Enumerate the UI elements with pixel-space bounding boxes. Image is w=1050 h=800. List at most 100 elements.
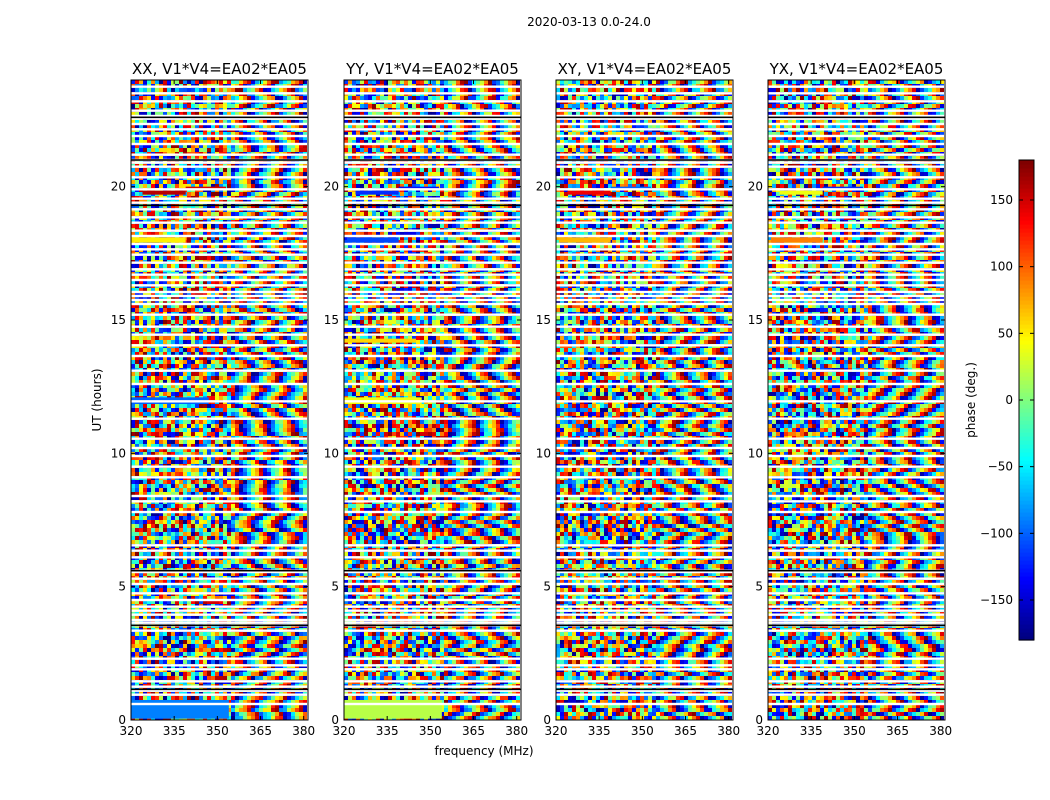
flagged-row: [768, 92, 945, 95]
colorbar-swatch: [1019, 276, 1034, 281]
flagged-row: [768, 128, 945, 131]
flagged-row: [768, 689, 945, 692]
flagged-row: [556, 400, 733, 403]
colorbar-swatch: [1019, 420, 1034, 425]
flagged-row: [556, 510, 733, 514]
flagged-row: [131, 417, 308, 420]
flagged-row: [344, 221, 521, 224]
x-tick-label: 365: [886, 724, 909, 738]
flagged-row: [556, 446, 733, 450]
colorbar-swatch: [1019, 320, 1034, 325]
colorbar-tick-label: −100: [980, 526, 1013, 540]
colorbar-swatch: [1019, 292, 1034, 297]
flagged-row: [131, 668, 308, 671]
flagged-row: [556, 500, 733, 503]
flagged-row: [556, 294, 733, 298]
x-tick-label: 365: [462, 724, 485, 738]
flagged-row: [344, 161, 521, 164]
flagged-row: [556, 261, 733, 264]
flagged-row: [556, 176, 733, 179]
flagged-row: [344, 294, 521, 298]
flagged-row: [556, 577, 733, 580]
flagged-row: [131, 680, 308, 683]
colorbar-swatch: [1019, 332, 1034, 337]
flagged-row: [556, 100, 733, 103]
flagged-row: [768, 454, 945, 458]
flagged-row: [344, 702, 521, 706]
flagged-row: [131, 582, 308, 586]
colorbar-swatch: [1019, 484, 1034, 489]
phase-heatmap: [768, 80, 945, 720]
flagged-row: [131, 273, 308, 276]
panel-title: YX, V1*V4=EA02*EA05: [769, 60, 944, 78]
flagged-row: [344, 229, 521, 232]
y-tick-label: 15: [324, 313, 339, 327]
flagged-row: [556, 680, 733, 683]
colorbar-tick-label: −150: [980, 593, 1013, 607]
flagged-row: [768, 117, 945, 120]
y-tick-label: 10: [536, 446, 551, 460]
colorbar-swatch: [1019, 528, 1034, 533]
colorbar-swatch: [1019, 424, 1034, 429]
flagged-row: [131, 605, 308, 608]
flagged-row: [344, 85, 521, 88]
y-tick-label: 5: [543, 580, 551, 594]
colorbar-swatch: [1019, 492, 1034, 497]
colorbar: −150 −100 −50 0 50 100 150 phase (deg.): [964, 159, 1035, 641]
colorbar-swatch: [1019, 256, 1034, 261]
colorbar-swatch: [1019, 172, 1034, 177]
scan-boundary: [556, 204, 733, 207]
flagged-row: [344, 598, 521, 602]
x-tick-label: 335: [800, 724, 823, 738]
flagged-row: [131, 268, 308, 271]
colorbar-swatch: [1019, 432, 1034, 437]
flagged-row: [131, 100, 308, 103]
flagged-row: [768, 261, 945, 264]
y-tick-label: 0: [543, 713, 551, 727]
flagged-row: [556, 693, 733, 696]
y-tick-label: 15: [536, 313, 551, 327]
x-tick-label: 380: [929, 724, 952, 738]
flagged-row: [344, 629, 521, 632]
flagged-row: [344, 188, 521, 191]
x-axis-label: frequency (MHz): [434, 744, 533, 758]
flagged-row: [556, 657, 733, 660]
flagged-row: [131, 333, 308, 336]
flagged-row: [556, 114, 733, 118]
x-tick-label: 320: [545, 724, 568, 738]
panel-yy: YY, V1*V4=EA02*EA05 320 335 350 365 380 0 5 10 15…: [324, 60, 528, 738]
colorbar-swatch: [1019, 452, 1034, 457]
flagged-row: [131, 109, 308, 112]
flagged-row: [768, 333, 945, 336]
panels-group: XX, V1*V4=EA02*EA05 320 335 350 365 380 0 5 10 15…: [90, 60, 952, 758]
x-tick-label: 320: [333, 724, 356, 738]
flagged-row: [344, 117, 521, 120]
colorbar-swatch: [1019, 552, 1034, 557]
flagged-row: [344, 664, 521, 667]
flagged-row: [131, 437, 308, 440]
flagged-row: [768, 201, 945, 204]
flagged-row: [344, 197, 521, 200]
axes-frame: [130, 79, 309, 721]
flagged-row: [131, 161, 308, 164]
flagged-row: [556, 382, 733, 386]
flagged-row: [556, 702, 733, 706]
colorbar-swatch: [1019, 532, 1034, 537]
flagged-row: [556, 465, 733, 468]
colorbar-swatch: [1019, 204, 1034, 209]
x-tick-label: 350: [631, 724, 654, 738]
y-tick-label: 20: [748, 180, 763, 194]
coherent-band: [567, 190, 611, 195]
flagged-row: [768, 248, 945, 251]
colorbar-swatch: [1019, 572, 1034, 577]
colorbar-swatch: [1019, 488, 1034, 493]
x-tick-label: 350: [419, 724, 442, 738]
flagged-row: [556, 685, 733, 688]
flagged-row: [131, 629, 308, 632]
flagged-row: [344, 344, 521, 347]
flagged-row: [344, 325, 521, 328]
flagged-row: [131, 208, 308, 211]
colorbar-swatch: [1019, 592, 1034, 597]
colorbar-swatch: [1019, 196, 1034, 201]
